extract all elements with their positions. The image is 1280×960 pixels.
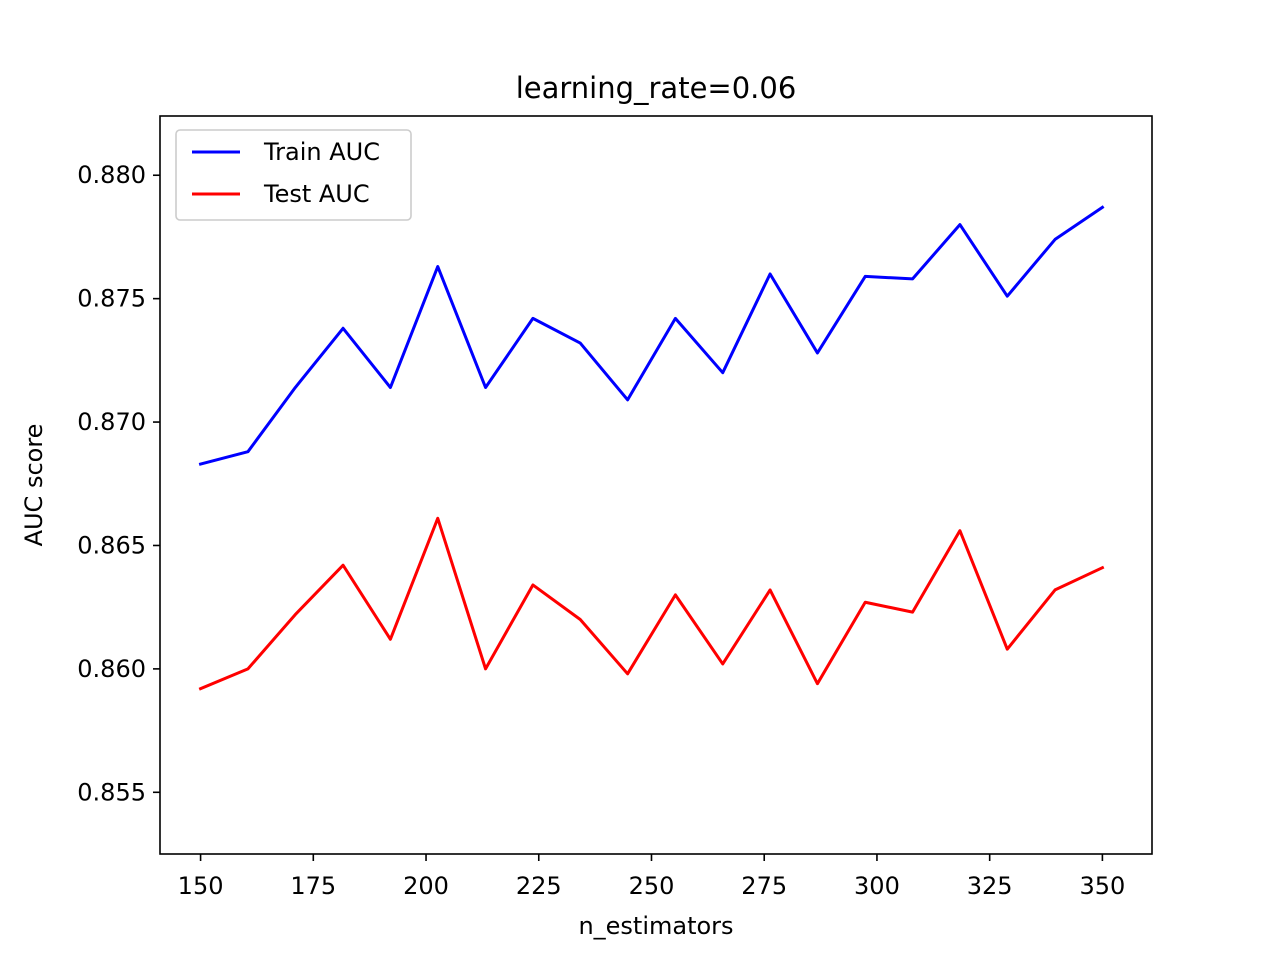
y-tick-label: 0.880: [77, 161, 146, 189]
x-tick-label: 325: [967, 872, 1013, 900]
x-axis-label: n_estimators: [578, 912, 733, 940]
axes-frame: [159, 115, 1153, 855]
y-axis-label: AUC score: [20, 424, 48, 547]
x-tick-label: 225: [516, 872, 562, 900]
legend-label-test-auc: Test AUC: [263, 180, 370, 208]
y-tick-label: 0.860: [77, 655, 146, 683]
x-tick-label: 300: [854, 872, 900, 900]
x-tick-label: 175: [290, 872, 336, 900]
x-tick-label: 200: [403, 872, 449, 900]
plot-area: [198, 205, 1105, 691]
x-tick-label: 250: [629, 872, 675, 900]
legend: Train AUC Test AUC: [175, 129, 412, 221]
y-tick-label: 0.875: [77, 285, 146, 313]
series-line-test-auc: [198, 516, 1105, 691]
y-tick-label: 0.855: [77, 778, 146, 806]
y-tick-label: 0.870: [77, 408, 146, 436]
x-tick-label: 275: [741, 872, 787, 900]
series-line-train-auc: [198, 205, 1105, 466]
legend-label-train-auc: Train AUC: [263, 138, 380, 166]
chart-title: learning_rate=0.06: [516, 71, 797, 105]
axes: 150 175 200 225 250 275 300 325 350 0.855 0.860 0.8…: [77, 115, 1153, 900]
y-tick-label: 0.865: [77, 531, 146, 559]
x-tick-label: 150: [178, 872, 224, 900]
x-tick-label: 350: [1079, 872, 1125, 900]
